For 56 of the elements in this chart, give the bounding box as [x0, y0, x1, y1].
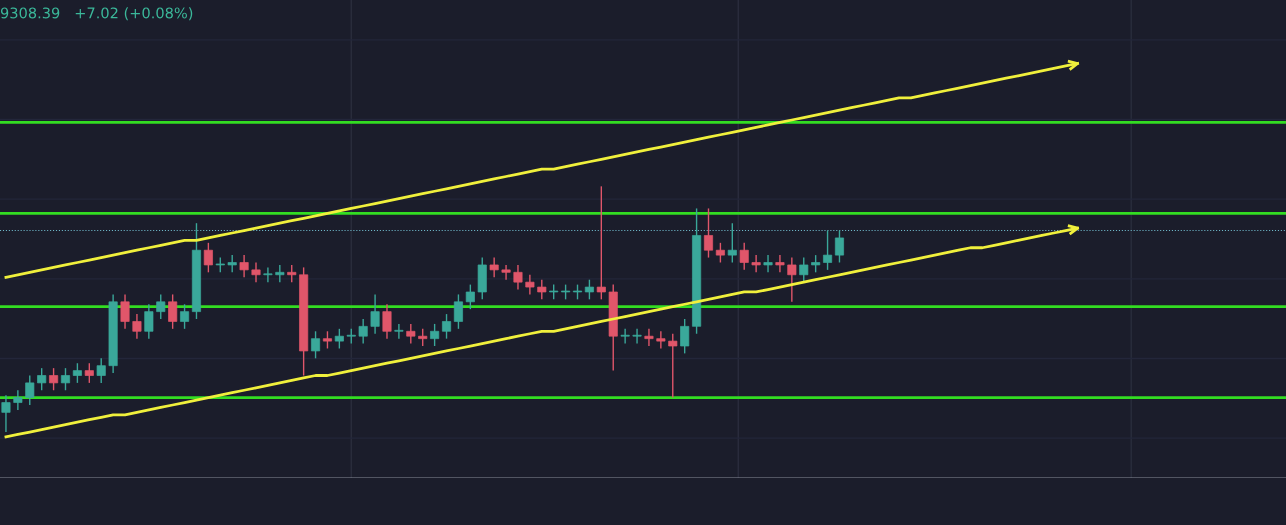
candlestick	[430, 323, 440, 347]
candlestick	[465, 283, 475, 310]
candlestick	[311, 330, 321, 360]
candlestick	[501, 264, 511, 281]
candlestick	[334, 328, 344, 350]
candlestick	[180, 303, 190, 330]
candlestick	[406, 323, 416, 345]
candlestick	[596, 185, 606, 301]
candlestick	[120, 293, 130, 330]
candlestick	[537, 278, 547, 301]
candlestick	[763, 254, 773, 274]
candlestick	[703, 207, 714, 259]
candlestick	[442, 313, 452, 340]
chart-title: 9308.39 +7.02 (+0.08%)	[0, 7, 193, 21]
candlestick	[584, 278, 594, 301]
candlestick	[84, 362, 94, 384]
candlestick	[203, 242, 213, 274]
candlestick	[715, 242, 725, 264]
candlestick	[1, 394, 11, 433]
candlestick	[370, 293, 380, 335]
candlestick	[382, 303, 392, 340]
candlestick	[25, 374, 35, 406]
candlestick	[144, 303, 154, 340]
candlestick	[37, 367, 47, 391]
candlestick	[775, 254, 785, 274]
candlestick	[239, 254, 249, 278]
candlestick	[394, 323, 404, 340]
candlestick	[513, 264, 523, 291]
candlestick	[739, 242, 749, 271]
candlestick	[751, 254, 761, 274]
candlestick	[787, 256, 797, 303]
candlestick	[680, 318, 690, 355]
candlestick	[251, 261, 261, 283]
candlestick	[644, 328, 654, 347]
candlestick	[834, 229, 844, 264]
candlestick	[358, 318, 368, 345]
candlestick	[13, 389, 23, 411]
candlestick	[727, 222, 737, 264]
candlestick	[96, 357, 106, 384]
candlestick	[275, 264, 285, 283]
candlestick	[525, 274, 535, 296]
candlestick	[799, 256, 809, 283]
candlestick	[489, 256, 499, 278]
candlestick	[668, 333, 678, 399]
candlestick	[132, 313, 142, 340]
candlestick	[823, 229, 833, 271]
candlestick	[60, 367, 71, 391]
candlestick	[168, 293, 178, 330]
candlestick	[656, 330, 666, 350]
candlestick	[72, 362, 82, 384]
candlestick	[632, 328, 642, 345]
candlestick	[620, 328, 630, 345]
candlestick	[263, 266, 273, 283]
candlestick	[156, 293, 166, 320]
candlestick	[49, 367, 59, 391]
candlestick	[453, 293, 463, 330]
